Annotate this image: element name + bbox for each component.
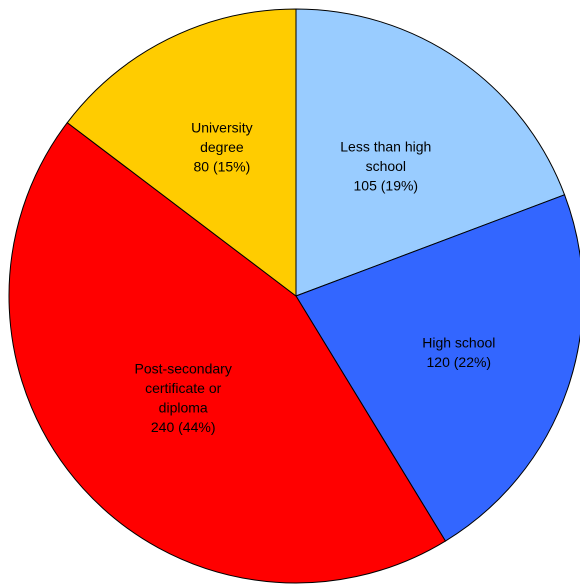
slice-label-line: High school bbox=[422, 334, 495, 350]
pie-slices bbox=[8, 8, 580, 584]
slice-label: High school 120 (22%) bbox=[422, 334, 495, 370]
slice-label-line: degree bbox=[200, 139, 244, 155]
pie-slice bbox=[295, 8, 566, 297]
slice-label-line: 240 (44%) bbox=[151, 419, 216, 435]
slice-label-line: certificate or bbox=[145, 380, 222, 396]
slice-label-line: 80 (15%) bbox=[193, 158, 250, 174]
pie-slice bbox=[8, 121, 447, 584]
slice-label-line: University bbox=[191, 119, 252, 135]
slice-label: Post-secondary certificate or diploma 240 (… bbox=[135, 361, 232, 436]
pie-slice bbox=[295, 194, 580, 542]
slice-label-line: 120 (22%) bbox=[427, 354, 492, 370]
slice-label-line: school bbox=[366, 158, 406, 174]
slice-label: Less than high school 105 (19%) bbox=[340, 139, 431, 194]
pie-slice bbox=[66, 8, 297, 298]
slice-label-line: 105 (19%) bbox=[354, 178, 419, 194]
slice-label-line: Post-secondary bbox=[135, 361, 232, 377]
pie-labels: Less than high school 105 (19%) High school… bbox=[135, 119, 496, 435]
slice-label-line: diploma bbox=[159, 400, 208, 416]
slice-label: University degree 80 (15%) bbox=[191, 119, 252, 174]
slice-label-line: Less than high bbox=[340, 139, 431, 155]
